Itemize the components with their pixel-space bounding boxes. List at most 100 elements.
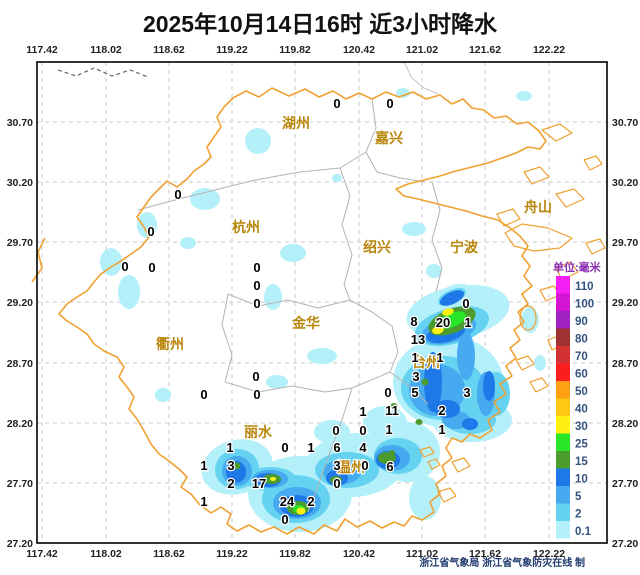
- legend-value: 60: [575, 369, 588, 381]
- rain-area-30mm: [296, 507, 306, 515]
- station-value: 2: [307, 494, 314, 509]
- rain-area-30mm: [270, 477, 276, 481]
- rain-area-15mm: [389, 450, 395, 456]
- station-value: 1: [464, 315, 471, 330]
- station-value: 11: [385, 403, 399, 418]
- legend-swatch: [556, 433, 570, 451]
- rain-area-0.1mm: [190, 188, 220, 210]
- station-value: 1: [411, 350, 418, 365]
- city-label: 舟山: [524, 199, 552, 215]
- lon-tick-top: 122.22: [533, 44, 565, 56]
- station-value: 0: [121, 259, 128, 274]
- rain-area-0.1mm: [266, 375, 288, 389]
- precipitation-shading: [100, 88, 546, 532]
- rain-area-0.1mm: [396, 88, 410, 98]
- station-value: 8: [410, 314, 417, 329]
- station-value: 0: [384, 385, 391, 400]
- city-border-jinhua-lishui: [224, 381, 353, 393]
- station-value: 1: [226, 440, 233, 455]
- west-border-segment: [31, 237, 46, 283]
- station-value: 3: [333, 458, 340, 473]
- rain-area-0.1mm: [137, 212, 157, 238]
- lon-tick-top: 117.42: [26, 44, 58, 56]
- legend-swatch: [556, 398, 570, 416]
- lon-tick-bottom: 121.02: [406, 548, 438, 560]
- lon-tick-top: 120.42: [343, 44, 375, 56]
- rain-area-15mm: [390, 403, 398, 409]
- legend-swatch: [556, 451, 570, 469]
- lon-tick-bottom: 121.62: [469, 548, 501, 560]
- city-border-shaoxing-ningbo: [431, 181, 443, 293]
- city-label: 衢州: [156, 336, 184, 352]
- legend-value: 80: [575, 334, 588, 346]
- station-value: 24: [280, 494, 295, 509]
- station-value: 0: [253, 278, 260, 293]
- rain-area-10mm: [483, 371, 495, 401]
- rain-area-10mm: [424, 352, 442, 412]
- city-label: 金华: [291, 315, 320, 331]
- rain-area-10mm: [462, 418, 478, 430]
- lat-tick-right: 28.70: [612, 358, 638, 370]
- station-value: 2: [227, 476, 234, 491]
- rain-area-30mm: [442, 308, 454, 316]
- city-border-huzhou-jiaxing: [365, 98, 378, 173]
- zhejiang-province-outline: [58, 87, 547, 535]
- station-value: 0: [174, 187, 181, 202]
- rain-area-10mm: [226, 461, 246, 483]
- rain-area-15mm: [330, 476, 342, 484]
- lon-tick-top: 121.02: [406, 44, 438, 56]
- lat-tick-left: 27.70: [7, 478, 33, 490]
- station-value: 0: [253, 296, 260, 311]
- legend-swatch: [556, 468, 570, 486]
- rain-area-15mm: [421, 378, 429, 386]
- station-value: 0: [386, 96, 393, 111]
- station-value: 0: [281, 440, 288, 455]
- station-value: 0: [332, 423, 339, 438]
- rain-area-25mm: [437, 311, 467, 329]
- station-value: 3: [463, 385, 470, 400]
- lat-tick-left: 27.20: [7, 538, 33, 550]
- rain-area-10mm: [439, 290, 465, 306]
- page-title: 2025年10月14日16时 近3小时降水: [143, 11, 498, 37]
- station-value: 1: [438, 422, 445, 437]
- legend-swatch: [556, 311, 570, 329]
- station-value: 0: [281, 512, 288, 527]
- station-value: 1: [359, 404, 366, 419]
- legend-swatch: [556, 521, 570, 539]
- north-dashed-border: [57, 67, 149, 78]
- rain-area-0.1mm: [534, 355, 546, 371]
- legend-value: 2: [575, 509, 581, 521]
- station-value: 1: [200, 458, 207, 473]
- legend-value: 100: [575, 299, 594, 311]
- map-frame: [36, 61, 608, 544]
- legend-value: 30: [575, 421, 588, 433]
- rain-area-0.1mm: [332, 174, 342, 182]
- city-label: 丽水: [244, 424, 273, 440]
- legend-value: 0.1: [575, 526, 592, 538]
- city-border-jiaxing-hangzhou: [376, 171, 426, 183]
- lon-tick-bottom: 120.42: [343, 548, 375, 560]
- lon-tick-top: 118.62: [153, 44, 185, 56]
- lat-tick-right: 30.20: [612, 177, 638, 189]
- lat-tick-right: 29.70: [612, 237, 638, 249]
- legend-value: 15: [575, 456, 588, 468]
- station-value: 2: [438, 403, 445, 418]
- lat-tick-right: 28.20: [612, 418, 638, 430]
- station-value: 0: [361, 458, 368, 473]
- rain-area-0.1mm: [314, 420, 350, 444]
- station-value: 0: [148, 260, 155, 275]
- city-label: 杭州: [232, 219, 260, 235]
- lat-tick-left: 28.20: [7, 418, 33, 430]
- rain-area-30mm: [432, 325, 444, 335]
- city-border-huzhou-hangzhou: [137, 151, 367, 211]
- legend-swatch: [556, 381, 570, 399]
- boundary-layer: [31, 61, 606, 535]
- station-value: 17: [252, 476, 266, 491]
- legend-value: 70: [575, 351, 588, 363]
- lon-tick-bottom: 122.22: [533, 548, 565, 560]
- rain-area-0.1mm: [245, 128, 271, 154]
- legend-value: 90: [575, 316, 588, 328]
- lon-tick-bottom: 119.22: [216, 548, 248, 560]
